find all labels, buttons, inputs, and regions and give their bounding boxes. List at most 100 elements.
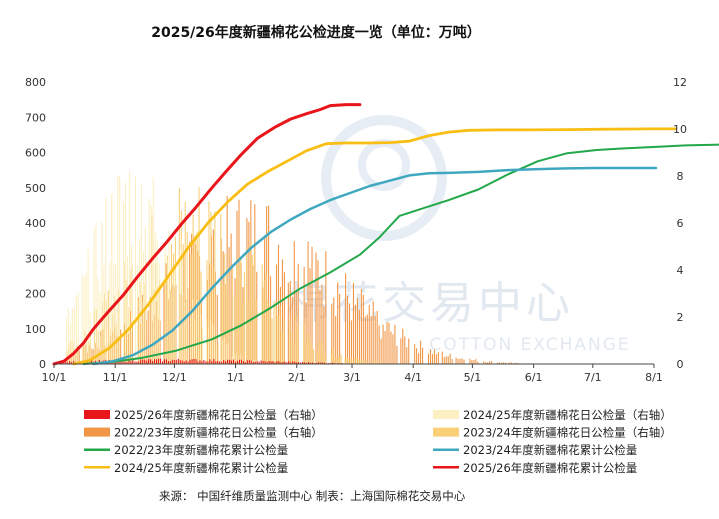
daily-bar: [229, 359, 231, 364]
y-left-tick-label: 700: [25, 111, 46, 124]
daily-bar: [386, 322, 388, 364]
daily-bar: [451, 359, 453, 364]
daily-bar: [364, 360, 366, 364]
daily-bar: [459, 358, 461, 364]
daily-bar: [278, 361, 280, 364]
daily-bar: [205, 321, 208, 364]
daily-bar: [194, 234, 196, 364]
daily-bar: [364, 316, 366, 364]
daily-bar: [152, 177, 154, 364]
daily-bar: [171, 359, 173, 364]
daily-bar: [309, 362, 312, 364]
daily-bar: [461, 358, 463, 364]
daily-bar: [366, 362, 368, 364]
daily-bar: [362, 294, 364, 364]
daily-bar: [374, 315, 376, 364]
daily-bar: [124, 361, 126, 364]
daily-bar: [89, 311, 91, 364]
daily-bar: [164, 242, 166, 364]
x-tick-label: 1/1: [227, 371, 245, 384]
daily-bar: [463, 359, 465, 364]
daily-bar: [241, 302, 244, 364]
daily-bar: [386, 362, 388, 364]
daily-bar: [232, 359, 235, 364]
daily-bar: [277, 244, 280, 364]
daily-bar: [167, 360, 169, 364]
daily-bar: [441, 351, 443, 364]
daily-bar: [356, 297, 358, 364]
daily-bar: [334, 357, 336, 364]
daily-bar: [269, 305, 271, 364]
daily-bar: [201, 361, 203, 364]
daily-bar: [297, 263, 299, 364]
daily-bar: [177, 358, 179, 364]
daily-bar: [158, 263, 160, 364]
y-right-tick-label: 2: [677, 311, 684, 324]
daily-bar: [111, 193, 113, 364]
daily-bar: [292, 361, 294, 364]
legend-label: 2023/24年度新疆棉花累计公检量: [463, 443, 637, 457]
daily-bar: [384, 330, 386, 364]
daily-bar: [90, 360, 92, 364]
daily-bar: [281, 330, 283, 364]
daily-bar: [320, 341, 322, 364]
daily-bar: [250, 360, 252, 364]
daily-bar: [360, 288, 362, 364]
daily-bar: [288, 361, 290, 364]
daily-bar: [309, 336, 311, 364]
daily-bar: [85, 273, 87, 364]
daily-bar: [315, 252, 317, 364]
daily-bar: [159, 358, 162, 364]
daily-bar: [396, 345, 398, 364]
daily-bar: [187, 361, 189, 364]
daily-bar: [243, 271, 246, 364]
daily-bar: [400, 338, 402, 364]
daily-bar: [362, 359, 364, 364]
daily-bar: [77, 292, 79, 364]
daily-bar: [330, 353, 332, 364]
daily-bar: [319, 289, 321, 364]
daily-bar: [81, 273, 83, 364]
daily-bar: [168, 230, 170, 364]
daily-bar: [212, 265, 214, 364]
daily-bar: [318, 342, 321, 364]
daily-bar: [514, 362, 516, 364]
daily-bar: [239, 353, 241, 364]
daily-bar: [249, 360, 251, 364]
daily-bar: [245, 247, 247, 364]
daily-bar: [184, 201, 186, 364]
daily-bar: [324, 355, 326, 364]
daily-bar: [289, 321, 291, 364]
daily-bar: [251, 359, 253, 364]
daily-bar: [254, 361, 256, 364]
daily-bar: [225, 361, 227, 364]
daily-bar: [273, 300, 275, 364]
daily-bar: [262, 360, 264, 364]
daily-bar: [286, 362, 288, 364]
daily-bar: [510, 362, 512, 364]
daily-bar: [126, 361, 128, 364]
daily-bar: [169, 361, 171, 364]
daily-bar: [271, 318, 273, 364]
daily-bar: [261, 264, 263, 364]
daily-bar: [196, 231, 198, 364]
daily-bar: [390, 331, 392, 364]
daily-bar: [223, 360, 225, 364]
daily-bar: [281, 259, 283, 364]
daily-bar: [322, 346, 324, 364]
y-right-tick-label: 10: [673, 123, 687, 136]
y-left-tick-label: 100: [25, 323, 46, 336]
daily-bar: [447, 356, 449, 364]
daily-bar: [414, 344, 416, 364]
daily-bar: [220, 213, 222, 364]
x-tick-label: 10/1: [42, 371, 67, 384]
daily-bar: [311, 362, 314, 364]
legend-swatch-bar: [84, 410, 110, 419]
daily-bar: [211, 323, 213, 364]
daily-bar: [227, 342, 229, 364]
daily-bar: [199, 360, 201, 364]
daily-bar: [136, 361, 138, 364]
daily-bar: [348, 359, 350, 364]
daily-bar: [473, 359, 475, 364]
daily-bar: [157, 358, 160, 364]
